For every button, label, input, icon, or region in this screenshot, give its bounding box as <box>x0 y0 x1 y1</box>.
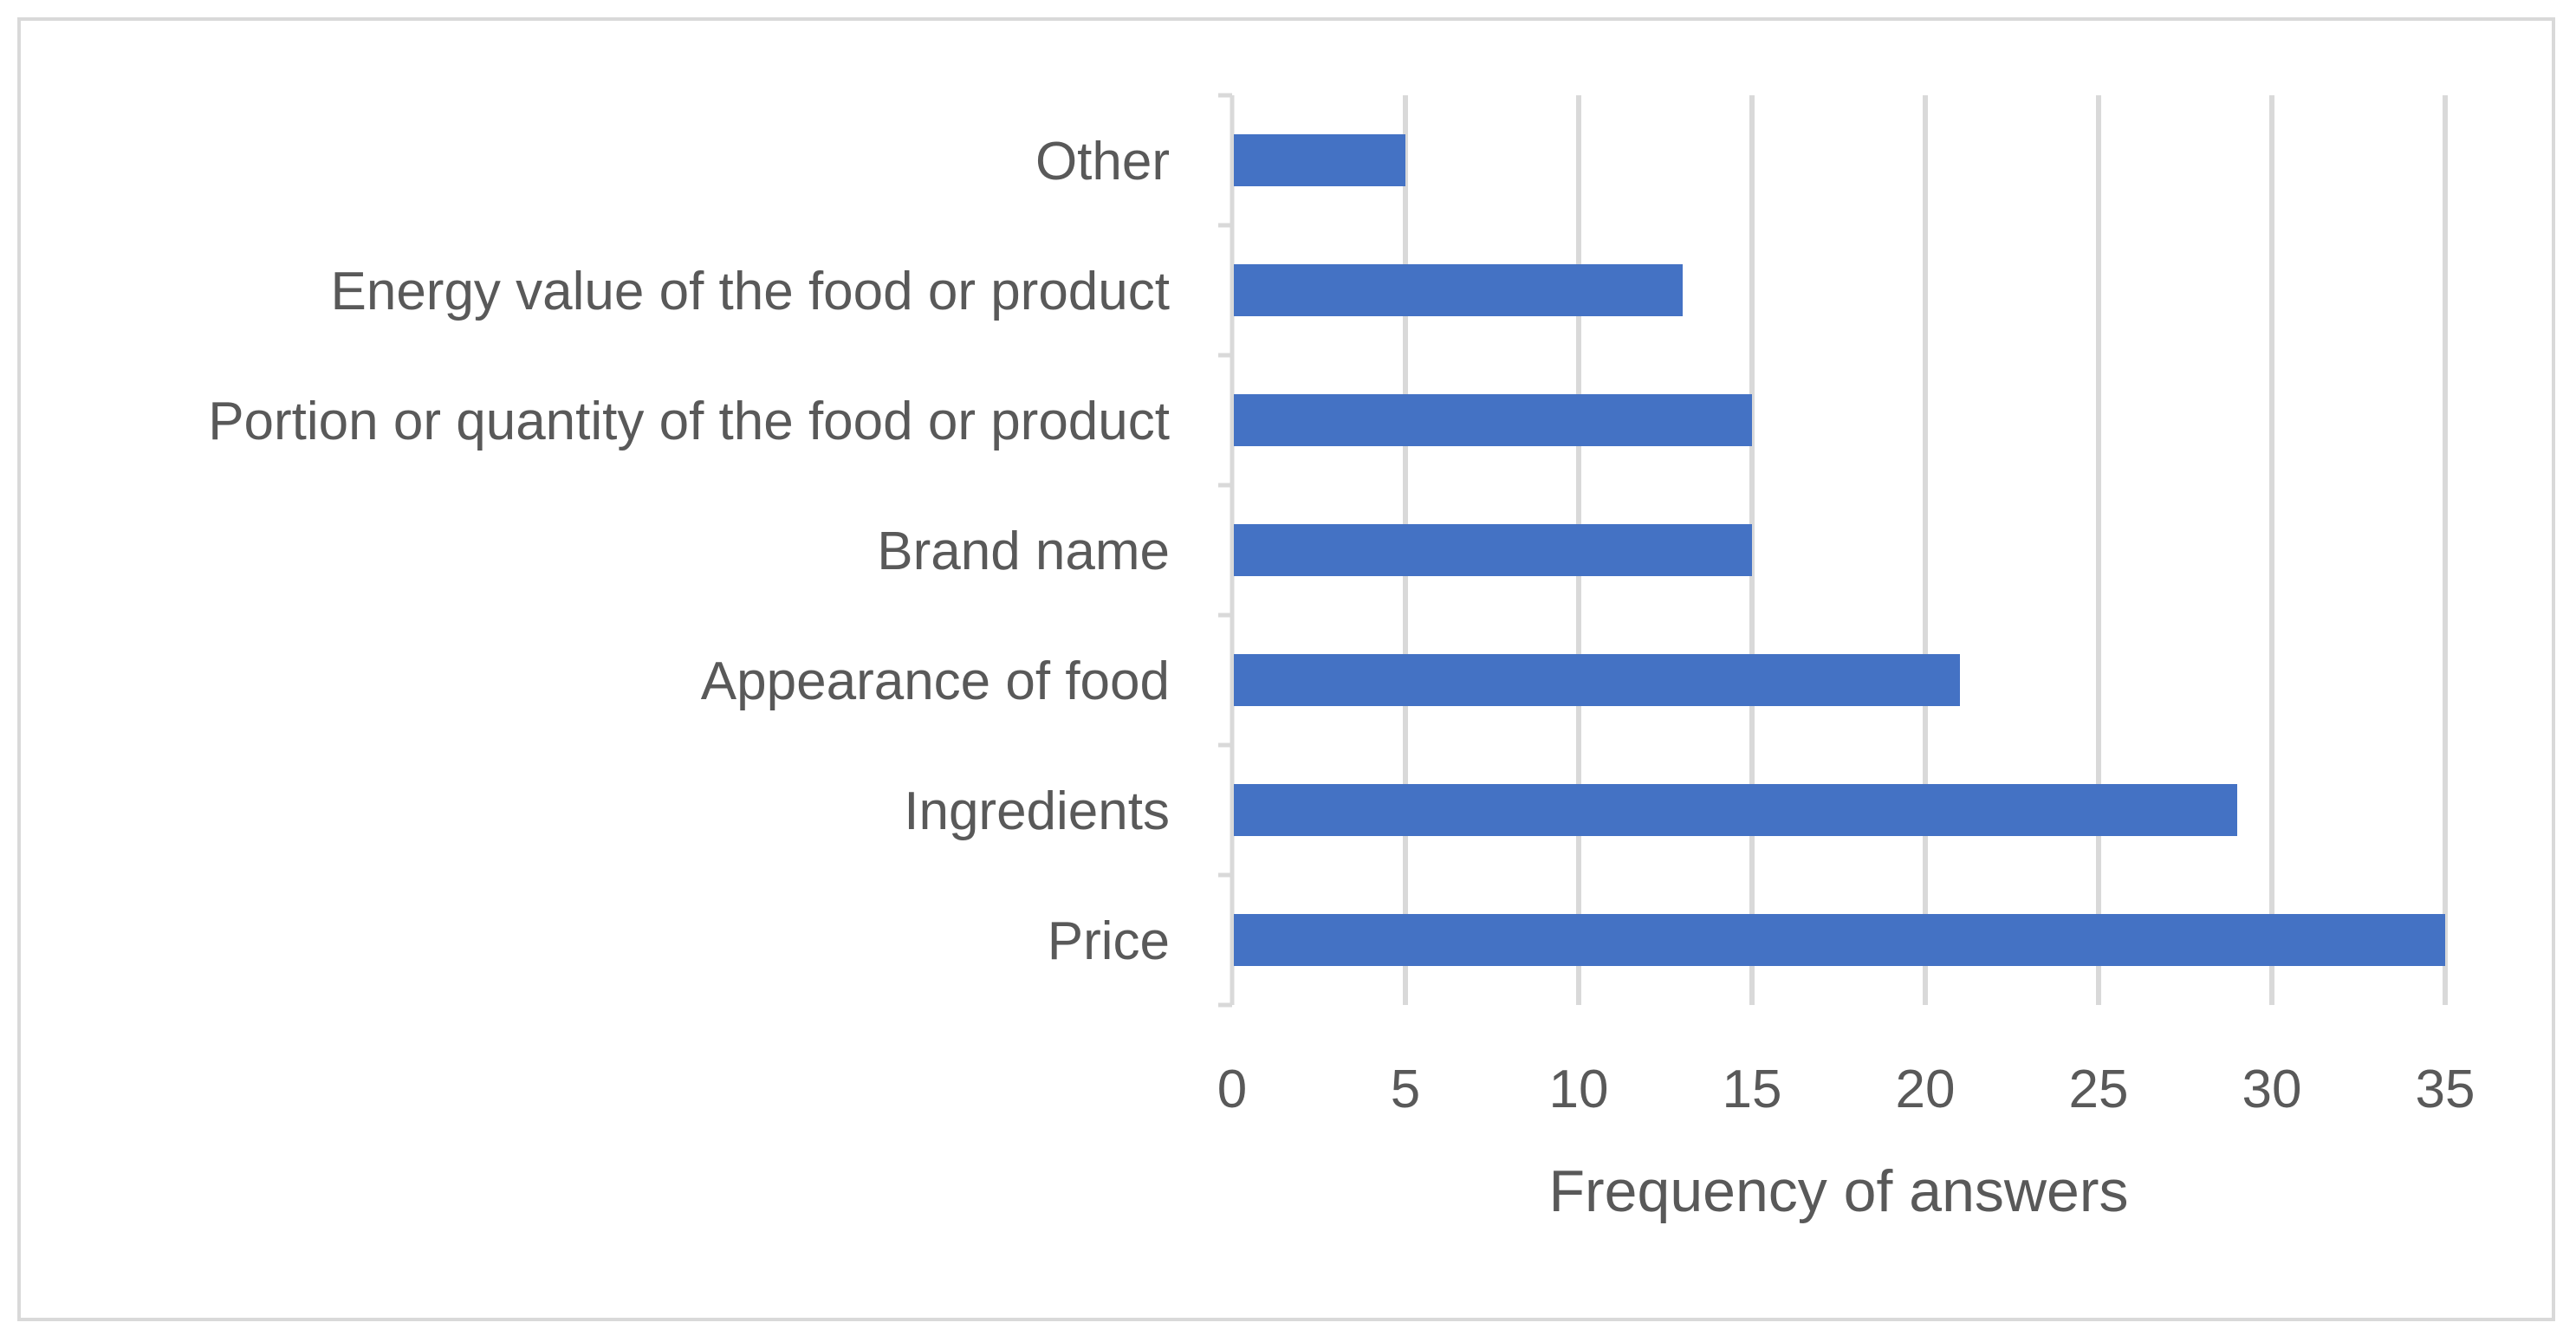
category-label: Other <box>1035 132 1170 191</box>
bar-portion-or-quantity-of-the-food-or-product <box>1234 394 1752 446</box>
category-label: Appearance of food <box>701 652 1170 711</box>
category-label: Energy value of the food or product <box>330 262 1170 321</box>
x-tick-label: 35 <box>2416 1060 2475 1119</box>
x-tick-label: 15 <box>1723 1060 1782 1119</box>
category-label: Price <box>1048 911 1170 971</box>
x-tick-label: 10 <box>1549 1060 1609 1119</box>
bar-appearance-of-food <box>1234 654 1960 706</box>
category-label: Ingredients <box>904 781 1170 841</box>
bars <box>1234 134 2445 966</box>
bar-brand-name <box>1234 524 1752 576</box>
category-label: Brand name <box>877 522 1170 581</box>
x-tick-label: 25 <box>2069 1060 2129 1119</box>
bar-energy-value-of-the-food-or-product <box>1234 264 1683 316</box>
x-tick-label: 20 <box>1896 1060 1956 1119</box>
gridlines <box>1403 95 2448 1005</box>
bar-other <box>1234 134 1405 186</box>
x-tick-label: 30 <box>2242 1060 2302 1119</box>
x-tick-label: 5 <box>1391 1060 1420 1119</box>
category-label: Portion or quantity of the food or produ… <box>208 392 1170 451</box>
x-tick-label: 0 <box>1217 1060 1247 1119</box>
x-tick-labels: 0 5 10 15 20 25 30 35 <box>1217 1060 2475 1119</box>
bar-ingredients <box>1234 784 2237 836</box>
bar-price <box>1234 914 2445 966</box>
x-axis-title: Frequency of answers <box>1549 1158 2129 1224</box>
category-labels: Price Ingredients Appearance of food Brand … <box>208 132 1170 971</box>
category-axis <box>1218 93 1235 1008</box>
